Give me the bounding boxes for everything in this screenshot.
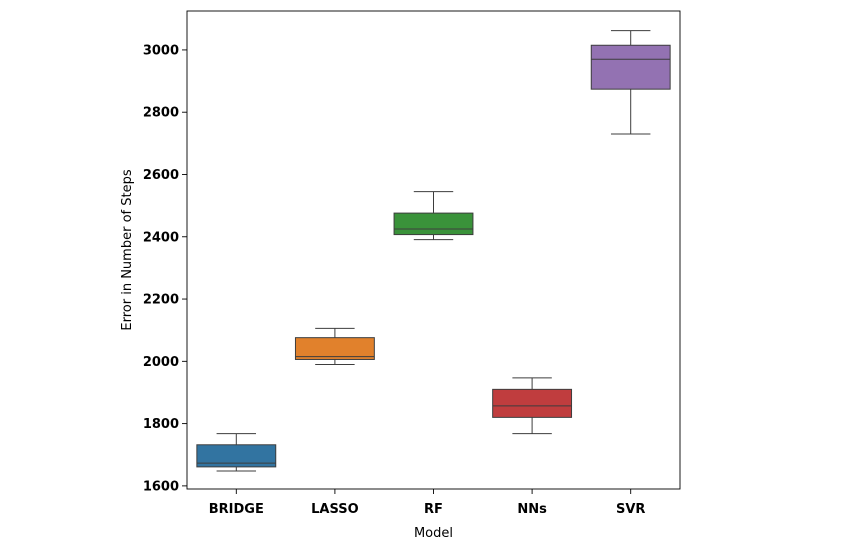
- y-tick-label: 2600: [143, 168, 179, 183]
- box-svr: [590, 30, 671, 135]
- box-iqr: [294, 337, 375, 360]
- x-tick-label: BRIDGE: [209, 502, 264, 517]
- y-tick-label: 3000: [143, 43, 179, 58]
- box-iqr: [492, 388, 573, 418]
- y-tick-label: 2400: [143, 230, 179, 245]
- x-axis: BRIDGE LASSO RF NNs SVR: [209, 489, 645, 517]
- x-tick-label: SVR: [616, 502, 645, 517]
- y-axis-label: Error in Number of Steps: [120, 169, 135, 330]
- y-tick-label: 1800: [143, 417, 179, 432]
- box-lasso: [294, 327, 375, 365]
- y-tick-label: 2200: [143, 293, 179, 308]
- box-rf: [393, 191, 474, 241]
- boxes-layer: [196, 30, 671, 472]
- box-iqr: [590, 44, 671, 90]
- y-tick-label: 2800: [143, 106, 179, 121]
- x-axis-label: Model: [414, 526, 453, 541]
- y-tick-label: 2000: [143, 355, 179, 370]
- box-iqr: [196, 444, 277, 468]
- box-bridge: [196, 433, 277, 472]
- box-iqr: [393, 212, 474, 236]
- x-tick-label: NNs: [517, 502, 547, 517]
- x-tick-label: LASSO: [311, 502, 359, 517]
- box-nns: [492, 377, 573, 435]
- y-tick-label: 1600: [143, 479, 179, 494]
- x-tick-label: RF: [424, 502, 443, 517]
- y-axis: 1600 1800 2000 2200 2400 2600 2800 3000: [143, 43, 187, 494]
